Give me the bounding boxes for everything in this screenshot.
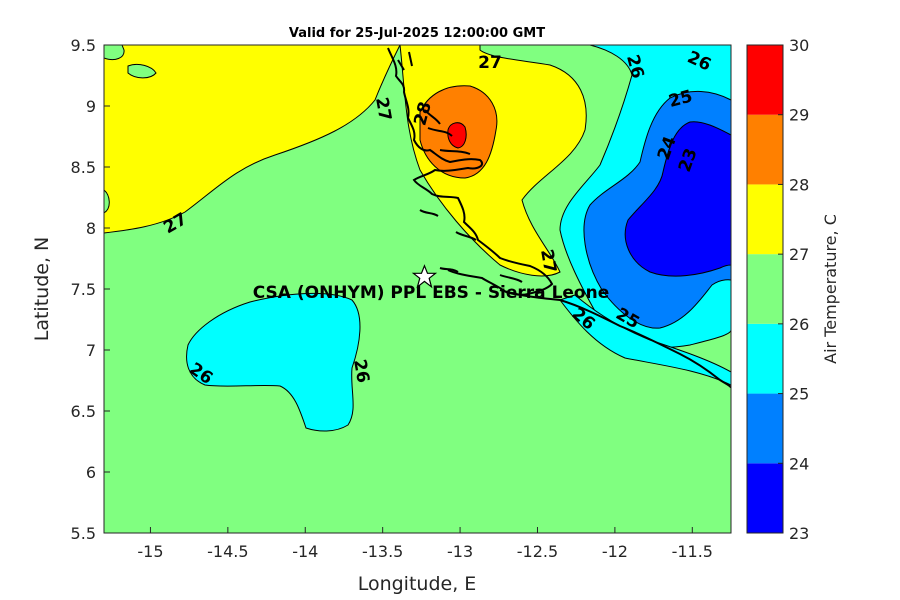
y-tick-label: 5.5	[71, 524, 96, 543]
contour-label: 27	[478, 53, 502, 73]
colorbar-frame	[746, 44, 784, 534]
site-marker: CSA (ONHYM) PPL EBS - Sierra Leone	[253, 264, 610, 303]
contour-label: 27	[536, 248, 560, 275]
contour-field	[104, 45, 731, 533]
colorbar-tick-label: 30	[789, 36, 809, 55]
colorbar-band	[747, 114, 783, 185]
region-29-30	[447, 122, 467, 149]
y-tick-label: 9	[86, 97, 96, 116]
x-tick-label: -14	[292, 542, 318, 561]
colorbar-band	[747, 463, 783, 533]
x-tick-label: -11.5	[672, 542, 713, 561]
colorbar-label: Air Temperature, C	[821, 214, 840, 364]
region-26-27-patch	[104, 45, 125, 61]
colorbar-band	[747, 45, 783, 115]
colorbar: 30 29 28 27 26 25 24 23 Air Temperature, C	[746, 36, 840, 543]
y-tick-label: 7	[86, 341, 96, 360]
y-tick-label: 6	[86, 463, 96, 482]
y-tick-label: 9.5	[71, 36, 96, 55]
contour-label: 27	[371, 96, 395, 123]
y-tick-label: 6.5	[71, 402, 96, 421]
y-tick-label: 7.5	[71, 280, 96, 299]
x-tick-label: -15	[137, 542, 163, 561]
colorbar-band	[747, 393, 783, 464]
site-label: CSA (ONHYM) PPL EBS - Sierra Leone	[253, 283, 610, 303]
colorbar-tick-label: 29	[789, 106, 809, 125]
colorbar-band	[747, 323, 783, 394]
colorbar-tick-label: 28	[789, 175, 809, 194]
contour-label: 26	[349, 358, 373, 385]
region-23-24	[624, 121, 731, 277]
y-axis: 9.5 9 8.5 8 7.5 7 6.5 6 5.5 Latitude, N	[31, 36, 110, 543]
x-axis: -15 -14.5 -14 -13.5 -13 -12.5 -12 -11.5 Longitu…	[137, 527, 713, 595]
x-tick-label: -12.5	[517, 542, 558, 561]
y-tick-label: 8	[86, 219, 96, 238]
x-axis-label: Longitude, E	[358, 573, 477, 595]
estuary-lines	[397, 51, 523, 283]
coastline	[387, 47, 731, 389]
region-26-27-blob	[127, 63, 157, 79]
x-tick-label: -12	[602, 542, 628, 561]
colorbar-tick-label: 25	[789, 385, 809, 404]
y-axis-label: Latitude, N	[31, 237, 53, 342]
colorbar-tick-label: 24	[789, 454, 809, 473]
x-tick-label: -14.5	[207, 542, 248, 561]
colorbar-tick-label: 27	[789, 245, 809, 264]
colorbar-tick-label: 23	[789, 524, 809, 543]
region-25-26-southwest	[186, 292, 361, 432]
y-tick-label: 8.5	[71, 158, 96, 177]
colorbar-band	[747, 254, 783, 324]
x-tick-label: -13.5	[362, 542, 403, 561]
x-tick-label: -13	[447, 542, 473, 561]
figure-title: Valid for 25-Jul-2025 12:00:00 GMT	[289, 26, 545, 41]
colorbar-tick-label: 26	[789, 315, 809, 334]
colorbar-band	[747, 184, 783, 255]
region-27-28	[104, 45, 401, 234]
star-icon	[411, 264, 438, 289]
